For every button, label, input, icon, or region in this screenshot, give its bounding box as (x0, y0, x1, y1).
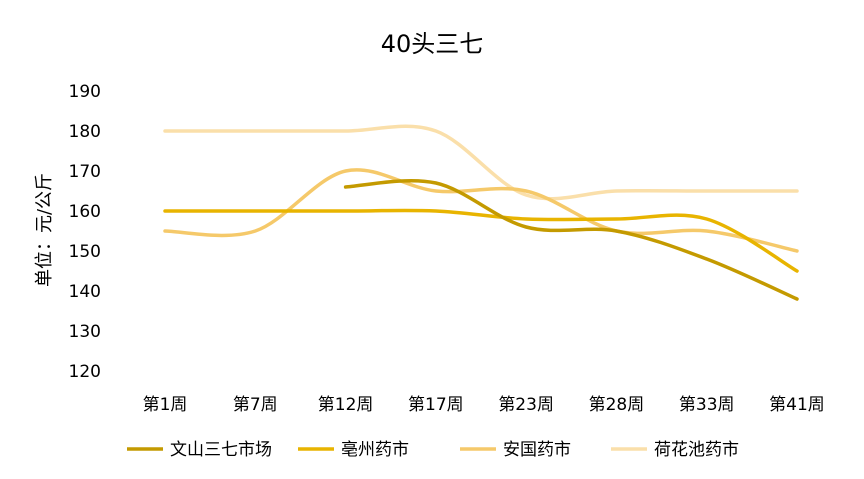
y-tick-label: 150 (69, 242, 101, 262)
legend-label: 安国药市 (503, 440, 571, 460)
legend-item: 安国药市 (460, 440, 571, 460)
y-axis-label: 单位：元/公斤 (34, 173, 55, 287)
series-lines (163, 124, 799, 301)
chart-title: 40头三七 (381, 30, 484, 58)
series-line-3 (163, 168, 799, 253)
x-tick-label: 第7周 (233, 395, 278, 415)
x-axis-ticks: 第1周 第7周 第12周 第17周 第23周 第28周 第33周 第41周 (143, 395, 825, 415)
x-tick-label: 第23周 (498, 395, 554, 415)
x-tick-label: 第12周 (318, 395, 374, 415)
x-tick-label: 第41周 (769, 395, 825, 415)
series-line-4 (163, 124, 799, 201)
x-tick-label: 第28周 (589, 395, 645, 415)
legend-label: 文山三七市场 (170, 440, 272, 460)
y-tick-label: 140 (69, 282, 101, 302)
y-tick-label: 190 (69, 82, 101, 102)
legend-item: 荷花池药市 (611, 440, 739, 460)
y-tick-label: 180 (69, 122, 101, 142)
legend-item: 亳州药市 (298, 440, 409, 460)
x-tick-label: 第17周 (408, 395, 464, 415)
legend-item: 文山三七市场 (127, 440, 272, 460)
x-tick-label: 第33周 (679, 395, 735, 415)
series-line-1 (343, 179, 799, 301)
legend-label: 荷花池药市 (654, 440, 739, 460)
y-axis-ticks: 120 130 140 150 160 170 180 190 (69, 82, 101, 382)
y-tick-label: 120 (69, 362, 101, 382)
x-tick-label: 第1周 (143, 395, 188, 415)
series-line-2 (163, 208, 799, 273)
y-tick-label: 160 (69, 202, 101, 222)
y-tick-label: 170 (69, 162, 101, 182)
legend: 文山三七市场 亳州药市 安国药市 荷花池药市 (127, 440, 739, 460)
y-tick-label: 130 (69, 322, 101, 342)
legend-label: 亳州药市 (341, 440, 409, 460)
